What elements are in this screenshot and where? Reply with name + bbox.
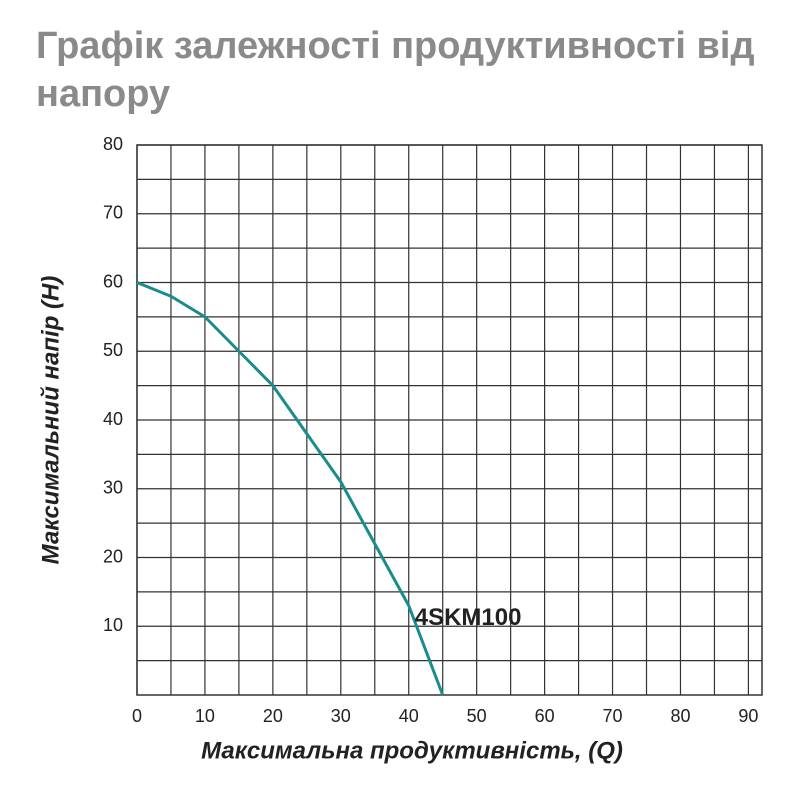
x-tick-label: 90 xyxy=(738,706,758,726)
x-tick-label: 50 xyxy=(467,706,487,726)
x-axis-title: Максимальна продуктивність, (Q) xyxy=(201,737,623,764)
series-label: 4SKM100 xyxy=(415,604,522,631)
y-axis-title: Максимальний напір (H) xyxy=(37,276,64,565)
y-tick-label: 20 xyxy=(103,546,123,566)
y-tick-label: 50 xyxy=(103,340,123,360)
x-tick-label: 80 xyxy=(670,706,690,726)
x-tick-label: 60 xyxy=(535,706,555,726)
y-tick-label: 60 xyxy=(103,271,123,291)
x-tick-label: 70 xyxy=(603,706,623,726)
x-tick-label: 0 xyxy=(132,706,142,726)
y-tick-label: 30 xyxy=(103,478,123,498)
chart-title: Графік залежності продуктивності від нап… xyxy=(36,25,755,115)
plot-frame xyxy=(136,144,763,696)
y-tick-label: 80 xyxy=(103,134,123,154)
series-line xyxy=(136,281,445,696)
y-tick-label: 40 xyxy=(103,409,123,429)
x-tick-label: 30 xyxy=(331,706,351,726)
x-tick-label: 10 xyxy=(195,706,215,726)
x-tick-label: 20 xyxy=(263,706,283,726)
y-tick-label: 70 xyxy=(103,203,123,223)
x-tick-label: 40 xyxy=(399,706,419,726)
y-tick-label: 10 xyxy=(103,615,123,635)
